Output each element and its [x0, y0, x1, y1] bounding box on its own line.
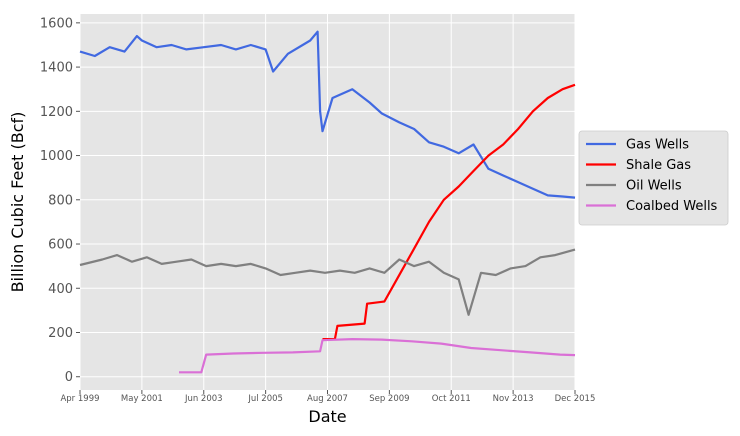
legend-label: Coalbed Wells [626, 199, 718, 214]
legend-label: Oil Wells [626, 179, 682, 194]
y-tick-label: 0 [65, 370, 73, 385]
x-tick-label: Dec 2015 [555, 394, 596, 404]
x-axis-ticks: Apr 1999 May 2001 Jun 2003 Jul 2005 Aug 2007… [60, 390, 595, 404]
x-axis-title: Date [308, 407, 346, 426]
x-tick-label: Jul 2005 [247, 394, 283, 404]
grid-lines [79, 14, 576, 390]
y-axis-ticks: 0 200 400 600 800 1000 1200 1400 1600 [40, 16, 80, 385]
y-tick-label: 200 [48, 326, 73, 341]
y-tick-label: 1200 [40, 105, 73, 120]
x-tick-label: Apr 1999 [60, 394, 99, 404]
x-tick-label: Aug 2007 [307, 394, 348, 404]
series-lines [79, 30, 576, 374]
x-tick-label: May 2001 [121, 394, 163, 404]
y-axis-title: Billion Cubic Feet (Bcf) [8, 112, 27, 293]
series-line-shale-gas [322, 83, 576, 341]
x-tick-label: Oct 2011 [432, 394, 471, 404]
series-line-gas-wells [79, 30, 576, 199]
series-line-coalbed-wells [179, 338, 576, 374]
legend-box [578, 130, 729, 226]
y-tick-label: 1400 [40, 61, 73, 76]
x-tick-label: Jun 2003 [184, 394, 223, 404]
x-tick-label: Sep 2009 [369, 394, 409, 404]
y-tick-label: 600 [48, 238, 73, 253]
x-tick-label: Nov 2013 [493, 394, 534, 404]
y-tick-label: 400 [48, 282, 73, 297]
legend: Gas Wells Shale Gas Oil Wells Coalbed Wells [578, 130, 729, 226]
legend-label: Shale Gas [626, 158, 691, 173]
legend-label: Gas Wells [626, 138, 689, 153]
series-line-oil-wells [79, 248, 576, 316]
y-tick-label: 1000 [40, 149, 73, 164]
y-tick-label: 1600 [40, 16, 73, 31]
y-tick-label: 800 [48, 193, 73, 208]
